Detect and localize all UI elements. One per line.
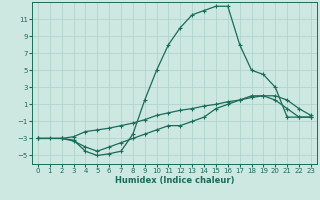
X-axis label: Humidex (Indice chaleur): Humidex (Indice chaleur) xyxy=(115,176,234,185)
